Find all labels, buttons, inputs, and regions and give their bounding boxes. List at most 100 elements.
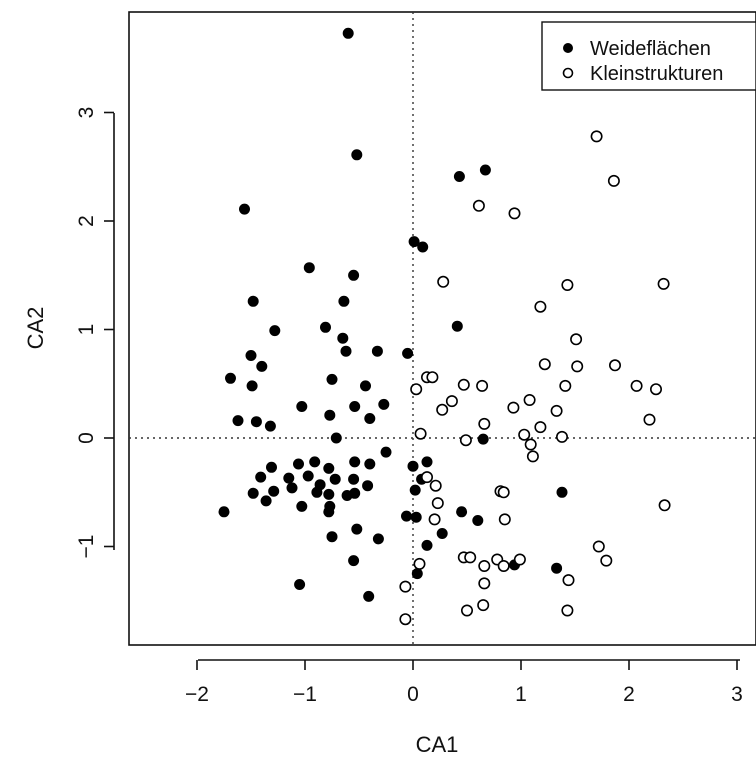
point-weideflaechen xyxy=(293,458,304,470)
point-kleinstrukturen xyxy=(426,371,439,384)
point-weideflaechen xyxy=(266,461,277,473)
point-kleinstrukturen xyxy=(561,604,574,617)
point-weideflaechen xyxy=(296,401,308,412)
point-kleinstrukturen xyxy=(399,613,412,626)
point-weideflaechen xyxy=(294,579,306,590)
point-weideflaechen xyxy=(363,590,375,602)
point-kleinstrukturen xyxy=(600,554,613,567)
point-weideflaechen xyxy=(477,433,489,445)
point-weideflaechen xyxy=(436,528,448,539)
point-kleinstrukturen xyxy=(518,428,531,441)
y-axis-label: CA2 xyxy=(23,307,48,350)
point-kleinstrukturen xyxy=(472,199,485,212)
x-axis-ticks: −2 −1 0 1 2 3 xyxy=(185,660,743,706)
point-weideflaechen xyxy=(260,495,272,507)
point-weideflaechen xyxy=(232,415,244,427)
legend-open-circle-icon xyxy=(562,67,574,79)
point-kleinstrukturen xyxy=(459,434,472,447)
point-kleinstrukturen xyxy=(526,450,539,463)
point-kleinstrukturen xyxy=(414,427,427,440)
point-kleinstrukturen xyxy=(524,438,537,451)
point-weideflaechen xyxy=(340,345,352,357)
point-kleinstrukturen xyxy=(478,417,491,430)
point-kleinstrukturen xyxy=(445,395,458,408)
point-kleinstrukturen xyxy=(538,358,551,371)
point-kleinstrukturen xyxy=(498,513,511,526)
point-kleinstrukturen xyxy=(550,404,563,417)
point-kleinstrukturen xyxy=(476,379,489,392)
point-weideflaechen xyxy=(362,480,374,492)
point-kleinstrukturen xyxy=(649,383,662,396)
point-weideflaechen xyxy=(283,472,295,484)
data-points xyxy=(218,27,671,626)
point-weideflaechen xyxy=(268,485,280,497)
point-weideflaechen xyxy=(364,458,376,470)
point-weideflaechen xyxy=(303,262,315,274)
point-kleinstrukturen xyxy=(478,577,491,590)
point-weideflaechen xyxy=(371,345,383,357)
point-kleinstrukturen xyxy=(562,574,575,587)
point-kleinstrukturen xyxy=(431,497,444,510)
point-weideflaechen xyxy=(556,486,568,498)
point-kleinstrukturen xyxy=(608,359,621,372)
point-weideflaechen xyxy=(320,321,331,333)
point-kleinstrukturen xyxy=(413,557,426,570)
point-kleinstrukturen xyxy=(497,486,510,499)
point-weideflaechen xyxy=(410,511,422,523)
point-kleinstrukturen xyxy=(429,479,442,492)
point-kleinstrukturen xyxy=(561,278,574,291)
point-weideflaechen xyxy=(264,420,276,432)
y-tick-label: 0 xyxy=(75,432,98,444)
point-weideflaechen xyxy=(326,373,338,385)
y-tick-label: 3 xyxy=(75,107,98,119)
point-weideflaechen xyxy=(337,332,349,344)
x-tick-label: −1 xyxy=(293,683,317,706)
point-weideflaechen xyxy=(453,171,465,182)
point-kleinstrukturen xyxy=(657,277,670,290)
point-weideflaechen xyxy=(311,486,323,498)
point-kleinstrukturen xyxy=(457,378,470,391)
point-weideflaechen xyxy=(421,539,433,551)
point-weideflaechen xyxy=(456,506,468,518)
point-kleinstrukturen xyxy=(590,130,603,143)
point-weideflaechen xyxy=(324,409,336,421)
point-weideflaechen xyxy=(402,347,414,359)
point-weideflaechen xyxy=(351,149,363,161)
point-weideflaechen xyxy=(349,401,361,412)
point-weideflaechen xyxy=(409,484,421,496)
legend-label-weideflaechen: Weideflächen xyxy=(590,38,711,60)
point-weideflaechen xyxy=(330,432,342,444)
legend-box xyxy=(541,21,756,91)
point-kleinstrukturen xyxy=(508,207,521,220)
point-kleinstrukturen xyxy=(592,540,605,553)
point-kleinstrukturen xyxy=(643,413,656,426)
point-weideflaechen xyxy=(451,320,463,332)
point-weideflaechen xyxy=(551,562,563,574)
point-kleinstrukturen xyxy=(478,559,491,572)
point-kleinstrukturen xyxy=(630,379,643,392)
point-weideflaechen xyxy=(338,295,350,307)
point-weideflaechen xyxy=(326,531,338,543)
point-kleinstrukturen xyxy=(534,421,547,434)
point-kleinstrukturen xyxy=(607,174,620,187)
point-kleinstrukturen xyxy=(555,430,568,443)
point-weideflaechen xyxy=(401,510,412,522)
x-tick-label: 3 xyxy=(731,683,743,706)
point-weideflaechen xyxy=(360,380,371,392)
point-weideflaechen xyxy=(421,456,433,468)
point-kleinstrukturen xyxy=(534,300,547,313)
point-weideflaechen xyxy=(247,487,259,499)
point-weideflaechen xyxy=(255,471,267,483)
point-weideflaechen xyxy=(349,487,361,499)
point-weideflaechen xyxy=(329,473,341,485)
point-kleinstrukturen xyxy=(436,403,449,416)
y-axis-ticks: −1 0 1 2 3 xyxy=(75,107,114,559)
point-weideflaechen xyxy=(348,269,360,281)
y-tick-label: 1 xyxy=(75,324,98,336)
x-tick-label: 2 xyxy=(623,683,635,706)
y-tick-label: −1 xyxy=(75,535,98,559)
point-kleinstrukturen xyxy=(460,604,473,617)
point-weideflaechen xyxy=(417,241,429,253)
point-kleinstrukturen xyxy=(658,499,671,512)
